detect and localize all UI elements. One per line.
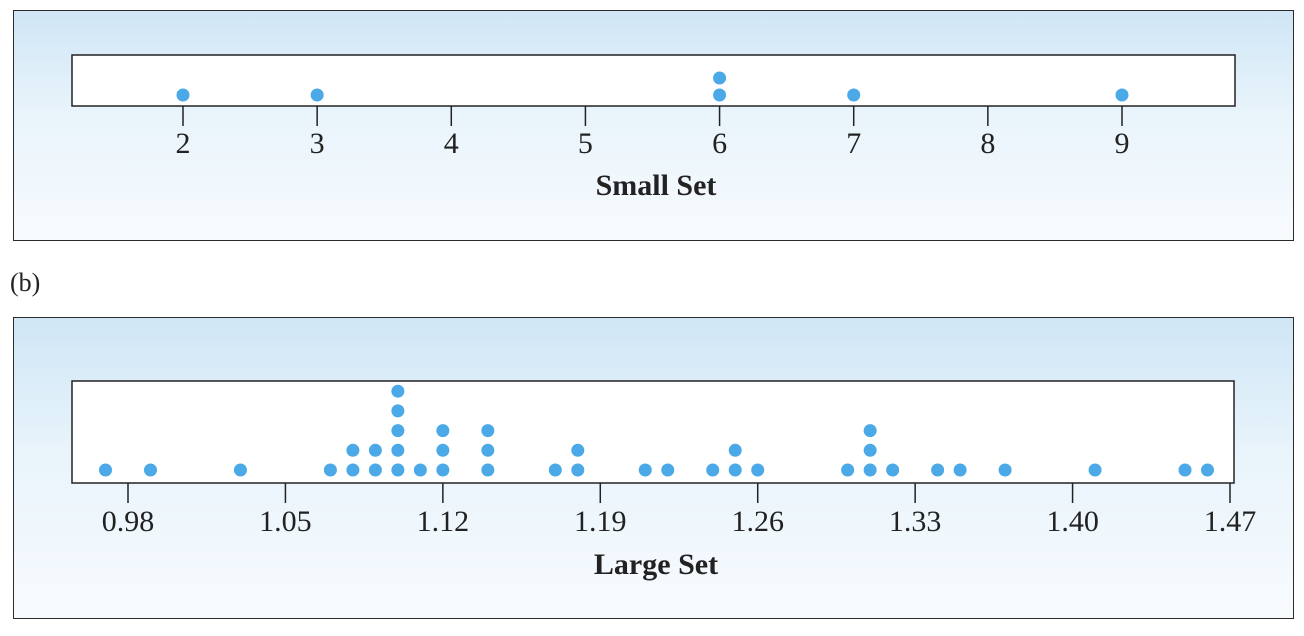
data-point <box>847 88 861 102</box>
data-point <box>323 463 337 477</box>
x-tick-label: 8 <box>980 127 995 160</box>
x-tick-label: 1.05 <box>259 505 312 538</box>
x-tick-label: 4 <box>444 127 459 160</box>
large-set-dot-plot: 0.98 1.05 1.12 1.19 1.26 1.33 1.40 1.47 Large Se… <box>71 380 1257 581</box>
x-tick-label: 3 <box>310 127 325 160</box>
data-point <box>368 443 382 457</box>
data-point <box>1115 88 1129 102</box>
data-point <box>436 424 450 438</box>
panel-b-label: (b) <box>10 268 41 297</box>
x-axis-label: Large Set <box>594 548 718 581</box>
data-point <box>728 463 742 477</box>
x-tick-label: 1.33 <box>889 505 942 538</box>
data-point <box>391 404 405 418</box>
data-point <box>931 463 945 477</box>
x-tick-label: 1.12 <box>417 505 470 538</box>
data-point <box>391 384 405 398</box>
data-point <box>233 463 247 477</box>
data-point <box>481 463 495 477</box>
data-point <box>863 463 877 477</box>
data-point <box>886 463 900 477</box>
x-tick-label: 1.40 <box>1046 505 1099 538</box>
data-point <box>391 443 405 457</box>
x-tick-label: 7 <box>846 127 861 160</box>
data-point <box>863 424 877 438</box>
data-point <box>391 463 405 477</box>
small-set-dot-plot: 2 3 4 5 6 7 8 9 Small Set <box>71 54 1236 202</box>
plot-frame <box>71 380 1235 484</box>
data-point <box>751 463 765 477</box>
x-tick-label: 9 <box>1115 127 1130 160</box>
data-point <box>638 463 652 477</box>
x-axis-label: Small Set <box>596 169 717 202</box>
x-tick-label: 5 <box>578 127 593 160</box>
data-point <box>368 463 382 477</box>
data-point <box>346 463 360 477</box>
data-point <box>310 88 324 102</box>
x-tick-label: 1.19 <box>574 505 627 538</box>
data-point <box>571 463 585 477</box>
data-point <box>713 88 727 102</box>
plot-frame <box>71 54 1236 107</box>
data-point <box>413 463 427 477</box>
data-point <box>481 424 495 438</box>
small-set-panel <box>13 10 1294 241</box>
data-point <box>1201 463 1215 477</box>
data-point <box>841 463 855 477</box>
data-point <box>713 71 727 85</box>
data-point <box>436 463 450 477</box>
data-point <box>481 443 495 457</box>
data-point <box>571 443 585 457</box>
data-point <box>706 463 720 477</box>
x-tick-label: 0.98 <box>102 505 155 538</box>
data-point <box>391 424 405 438</box>
x-tick-label: 1.47 <box>1204 505 1257 538</box>
x-tick-label: 1.26 <box>731 505 784 538</box>
data-point <box>863 443 877 457</box>
data-point <box>728 443 742 457</box>
data-point <box>436 443 450 457</box>
data-point <box>346 443 360 457</box>
data-point <box>953 463 967 477</box>
data-point <box>1088 463 1102 477</box>
x-tick-label: 6 <box>712 127 727 160</box>
data-point <box>99 463 113 477</box>
data-point <box>998 463 1012 477</box>
data-point <box>143 463 157 477</box>
data-point <box>176 88 190 102</box>
data-point <box>1178 463 1192 477</box>
data-point <box>548 463 562 477</box>
x-tick-label: 2 <box>176 127 191 160</box>
data-point <box>661 463 675 477</box>
